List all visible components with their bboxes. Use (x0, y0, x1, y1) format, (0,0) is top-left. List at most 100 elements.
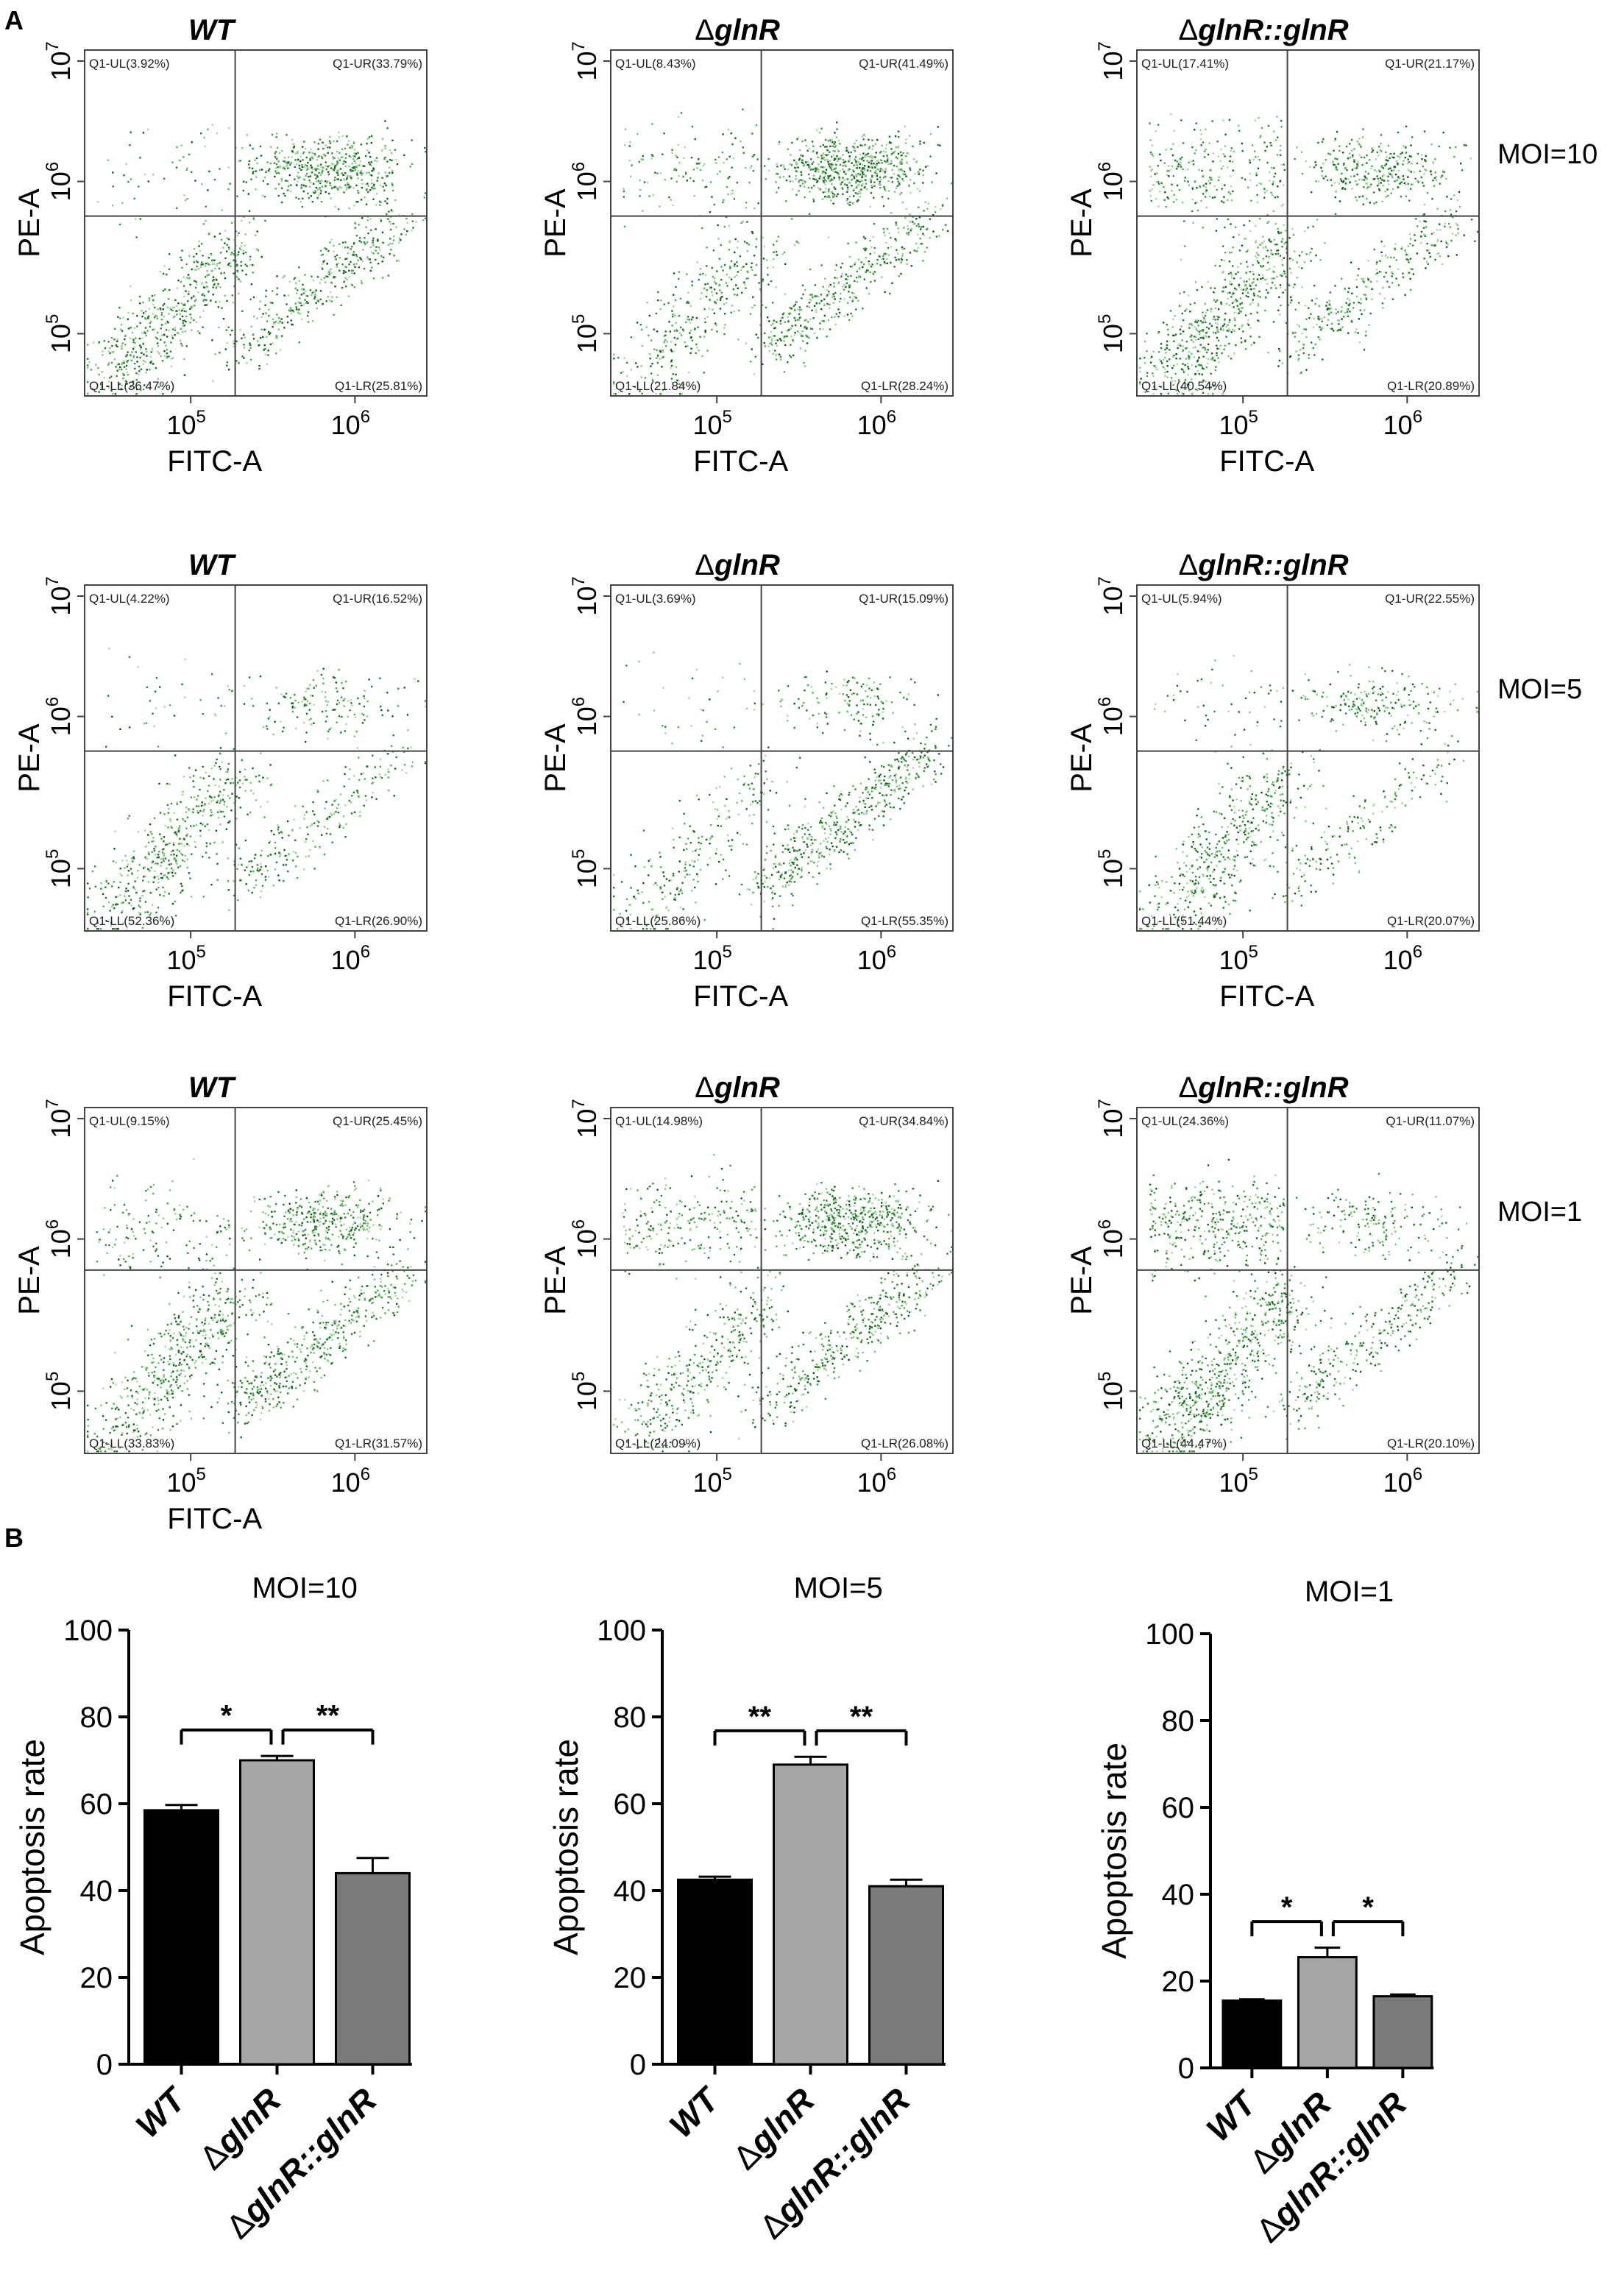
scatter-point (1366, 198, 1368, 200)
scatter-point (1459, 163, 1462, 165)
scatter-point (328, 273, 330, 275)
scatter-point (826, 336, 828, 338)
scatter-point (826, 289, 829, 291)
scatter-point (1247, 249, 1249, 251)
scatter-point (1149, 122, 1151, 124)
scatter-point (1235, 299, 1237, 301)
scatter-point (225, 329, 227, 331)
scatter-point (411, 163, 414, 166)
scatter-point (1277, 196, 1279, 198)
scatter-point (1317, 336, 1319, 339)
scatter-point (362, 249, 364, 251)
scatter-point (764, 345, 767, 347)
scatter-point (369, 156, 372, 158)
scatter-point (1258, 117, 1260, 119)
scatter-point (916, 188, 919, 190)
scatter-point (1255, 184, 1258, 186)
scatter-point (241, 269, 244, 272)
scatter-point (1330, 184, 1333, 187)
scatter-point (238, 292, 240, 295)
scatter-point (1330, 179, 1332, 181)
scatter-point (798, 306, 801, 308)
scatter-point (194, 300, 196, 302)
scatter-point (895, 146, 897, 149)
scatter-point (1380, 271, 1382, 273)
scatter-point (309, 175, 312, 177)
scatter-point (1194, 346, 1196, 348)
scatter-point (1231, 277, 1233, 279)
scatter-point (848, 155, 851, 157)
scatter-point (352, 158, 355, 160)
scatter-point (864, 156, 866, 158)
scatter-point (858, 276, 860, 279)
scatter-point (141, 895, 143, 897)
scatter-point (909, 221, 912, 223)
scatter-point (236, 235, 238, 237)
scatter-point (870, 280, 872, 283)
scatter-point (914, 172, 916, 175)
scatter-point (719, 170, 721, 173)
scatter-point (122, 901, 124, 904)
scatter-point (1292, 233, 1295, 236)
scatter-point (126, 383, 128, 385)
scatter-point (1173, 194, 1175, 196)
scatter-point (879, 176, 882, 179)
scatter-point (1205, 191, 1208, 193)
scatter-point (821, 166, 824, 169)
scatter-point (353, 286, 356, 288)
scatter-point (651, 123, 653, 125)
scatter-point (1309, 251, 1312, 254)
scatter-point (716, 173, 719, 175)
scatter-point (1325, 175, 1327, 177)
scatter-point (1216, 329, 1219, 332)
scatter-point (1379, 177, 1382, 180)
scatter-point (1155, 180, 1158, 183)
scatter-point (1434, 171, 1436, 174)
scatter-point (1170, 113, 1172, 116)
scatter-point (882, 205, 885, 208)
scatter-point (145, 722, 148, 724)
scatter-point (1236, 300, 1238, 302)
scatter-point (172, 842, 174, 844)
scatter-point (195, 260, 198, 262)
scatter-point (754, 355, 756, 358)
scatter-point (1359, 195, 1361, 198)
scatter-point (142, 890, 144, 893)
scatter-point (193, 261, 195, 263)
scatter-point (172, 328, 174, 330)
scatter-point (297, 150, 299, 153)
scatter-point (1234, 319, 1236, 322)
scatter-point (107, 364, 110, 366)
scatter-point (1289, 302, 1292, 304)
scatter-point (372, 239, 375, 241)
scatter-point (1215, 301, 1217, 303)
scatter-point (1178, 189, 1181, 191)
scatter-point (371, 174, 373, 177)
scatter-point (1240, 288, 1243, 291)
scatter-point (204, 825, 206, 827)
scatter-point (718, 156, 720, 158)
scatter-point (800, 179, 803, 181)
scatter-point (875, 169, 877, 172)
scatter-point (310, 148, 312, 151)
scatter-point (1213, 196, 1216, 199)
scatter-point (803, 361, 805, 364)
scatter-point (1247, 266, 1249, 268)
scatter-point (1346, 311, 1349, 313)
scatter-point (904, 125, 906, 127)
scatter-point (901, 258, 903, 261)
scatter-point (695, 352, 697, 355)
scatter-point (819, 322, 821, 325)
scatter-point (800, 171, 802, 174)
scatter-point (670, 199, 672, 201)
scatter-point (144, 361, 146, 363)
scatter-point (295, 196, 297, 199)
scatter-point (123, 366, 126, 368)
scatter-point (849, 296, 851, 299)
scatter-point (837, 157, 840, 160)
scatter-point (1455, 234, 1457, 236)
scatter-point (1196, 187, 1198, 189)
scatter-point (330, 291, 332, 294)
scatter-point (278, 152, 281, 155)
scatter-point (868, 161, 870, 164)
